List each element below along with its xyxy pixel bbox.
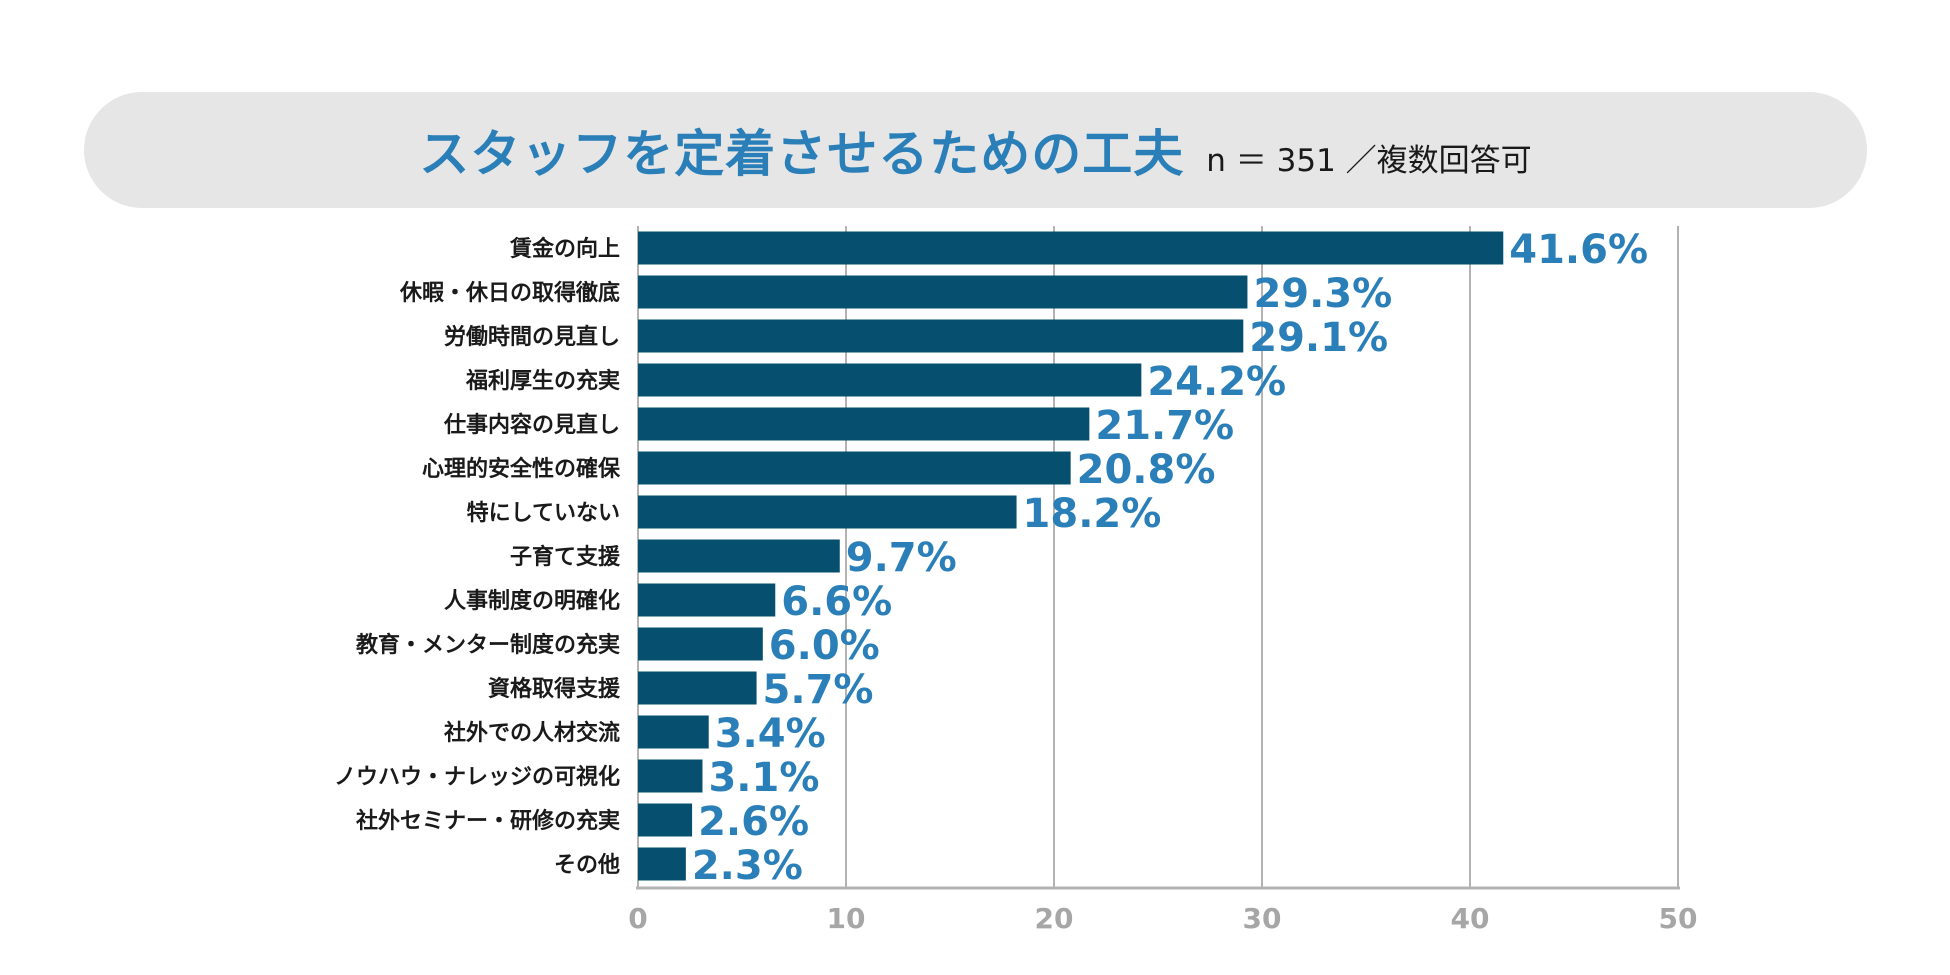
category-label: 休暇・休日の取得徹底 <box>399 280 620 306</box>
value-label: 2.6% <box>698 799 809 845</box>
category-label: 子育て支援 <box>510 544 621 570</box>
title-group: スタッフを定着させるための工夫 n ＝ 351 ／複数回答可 <box>419 114 1531 186</box>
chart-subtitle: n ＝ 351 ／複数回答可 <box>1206 143 1532 179</box>
title-banner: スタッフを定着させるための工夫 n ＝ 351 ／複数回答可 <box>84 92 1867 208</box>
x-tick-label: 30 <box>1243 902 1282 935</box>
value-label: 18.2% <box>1023 491 1162 537</box>
bar <box>638 759 703 793</box>
x-tick-label: 0 <box>628 902 647 935</box>
value-label: 9.7% <box>846 535 957 581</box>
value-label: 5.7% <box>763 667 874 713</box>
bar <box>638 583 776 617</box>
value-label: 24.2% <box>1147 359 1286 405</box>
bar <box>638 407 1090 441</box>
category-label: ノウハウ・ナレッジの可視化 <box>334 764 620 790</box>
bar <box>638 803 693 837</box>
value-label: 20.8% <box>1077 447 1216 493</box>
chart-title: スタッフを定着させるための工夫 <box>419 125 1185 183</box>
value-label: 21.7% <box>1095 403 1234 449</box>
bar <box>638 275 1248 309</box>
bar <box>638 231 1504 265</box>
value-label: 6.6% <box>781 579 892 625</box>
value-label: 2.3% <box>692 843 803 889</box>
value-label: 3.1% <box>708 755 819 801</box>
category-label: 心理的安全性の確保 <box>422 456 621 482</box>
x-tick-label: 10 <box>827 902 866 935</box>
category-label: 賃金の向上 <box>509 236 620 262</box>
category-label: 社外での人材交流 <box>444 720 620 746</box>
x-tick-label: 40 <box>1451 902 1490 935</box>
bar <box>638 539 840 573</box>
bar <box>638 451 1071 485</box>
category-label: 労働時間の見直し <box>444 324 620 350</box>
bar <box>638 319 1244 353</box>
category-label: 資格取得支援 <box>488 676 621 702</box>
x-tick-label: 20 <box>1035 902 1074 935</box>
category-label: 特にしていない <box>467 500 620 526</box>
value-label: 6.0% <box>769 623 880 669</box>
bar <box>638 495 1017 529</box>
bar <box>638 847 686 881</box>
value-label: 41.6% <box>1509 227 1648 273</box>
category-label: 人事制度の明確化 <box>444 588 620 614</box>
x-tick-label: 50 <box>1659 902 1698 935</box>
category-label: 教育・メンター制度の充実 <box>356 632 620 658</box>
value-label: 29.1% <box>1249 315 1388 361</box>
bar <box>638 627 763 661</box>
bar <box>638 363 1142 397</box>
category-label: 社外セミナー・研修の充実 <box>356 808 620 834</box>
category-label: 福利厚生の充実 <box>465 368 620 394</box>
bar <box>638 715 709 749</box>
category-label: その他 <box>554 853 620 878</box>
category-label: 仕事内容の見直し <box>443 412 620 438</box>
value-label: 3.4% <box>715 711 826 757</box>
bar <box>638 671 757 705</box>
value-label: 29.3% <box>1253 271 1392 317</box>
